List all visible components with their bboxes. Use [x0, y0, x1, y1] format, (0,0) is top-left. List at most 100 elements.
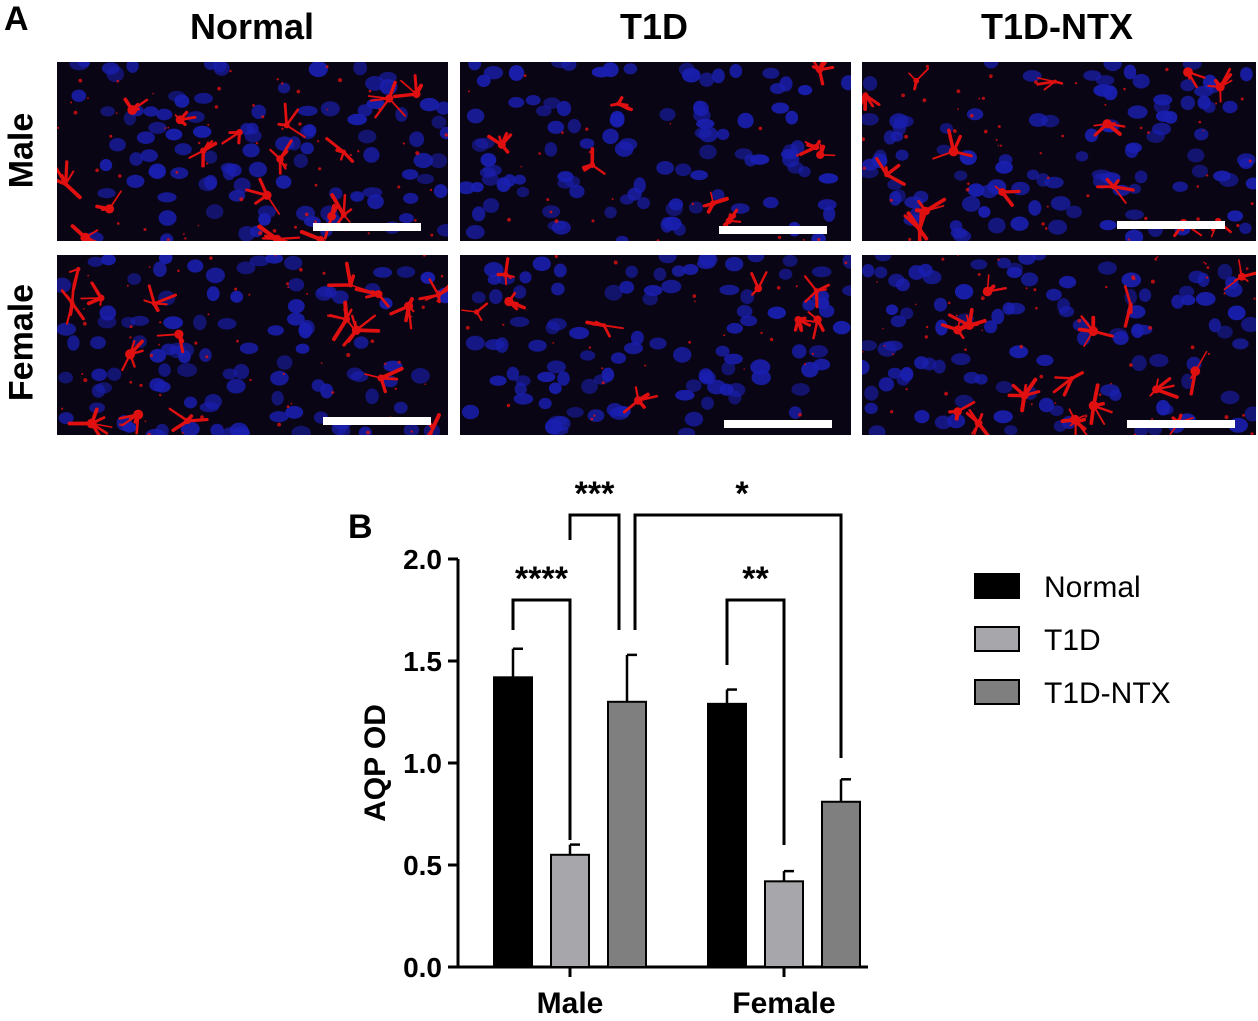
aqp-dot [862, 166, 866, 170]
aqp-stain [461, 302, 489, 322]
nucleus [802, 298, 816, 311]
nucleus [270, 370, 289, 386]
aqp-dot [904, 134, 908, 139]
nucleus [900, 307, 914, 320]
nucleus [832, 320, 851, 335]
aqp-dot [1046, 176, 1050, 180]
aqp-dot [159, 393, 162, 397]
aqp-dot [343, 308, 346, 311]
bar-normal-male [493, 676, 533, 968]
legend-swatch [974, 573, 1020, 599]
aqp-dot [997, 125, 1001, 128]
nucleus [547, 318, 567, 331]
nucleus [537, 371, 556, 383]
nucleus [121, 316, 136, 328]
aqp-dot [1044, 227, 1048, 230]
nucleus [961, 196, 981, 212]
aqp-dot [1025, 287, 1028, 290]
aqp-stain [875, 157, 906, 186]
nucleus [1009, 345, 1029, 359]
aqp-dot [1074, 82, 1078, 85]
aqp-stain [393, 74, 423, 99]
aqp-dot [402, 142, 405, 145]
aqp-stain [793, 316, 815, 332]
nucleus [1036, 354, 1054, 366]
aqp-dot [415, 151, 420, 156]
aqp-stain [269, 139, 293, 175]
nucleus [581, 378, 598, 394]
nucleus [998, 154, 1013, 166]
aqp-dot [343, 344, 345, 347]
aqp-stain [1052, 371, 1084, 397]
nucleus [601, 367, 615, 382]
nucleus [140, 149, 158, 162]
nucleus [275, 175, 292, 189]
nucleus [874, 266, 888, 279]
aqp-dot [941, 257, 945, 261]
nucleus [399, 213, 414, 224]
aqp-dot [116, 79, 120, 83]
aqp-dot [1127, 238, 1131, 241]
nucleus [715, 345, 730, 357]
aqp-dot [585, 127, 589, 131]
x-tick-label: Female [732, 987, 835, 1015]
nucleus [569, 184, 585, 199]
nucleus [604, 284, 623, 301]
aqp-stain [903, 209, 929, 241]
nucleus [1066, 205, 1082, 219]
nucleus [1222, 100, 1238, 114]
aqp-stain [807, 311, 825, 340]
nucleus [287, 312, 305, 326]
aqp-dot [798, 412, 802, 417]
aqp-stain [496, 257, 515, 286]
nucleus [712, 68, 725, 84]
nucleus [727, 383, 746, 397]
nucleus [1075, 151, 1089, 162]
aqp-dot [282, 372, 285, 375]
nucleus [566, 407, 584, 418]
aqp-stain [965, 409, 990, 435]
nucleus [604, 206, 617, 219]
aqp-dot [95, 168, 99, 173]
aqp-dot [286, 282, 289, 286]
aqp-dot [506, 403, 511, 408]
aqp-dot [1223, 292, 1226, 295]
aqp-dot [82, 321, 87, 326]
nucleus [393, 401, 408, 414]
micrograph-male-normal [57, 62, 448, 241]
aqp-dot [999, 144, 1003, 147]
nucleus [658, 255, 677, 264]
nucleus [395, 107, 408, 122]
aqp-dot [908, 237, 912, 241]
nucleus [556, 100, 572, 117]
aqp-stain [156, 329, 185, 354]
nucleus [265, 255, 284, 264]
nucleus [1059, 275, 1077, 289]
nucleus [587, 409, 605, 422]
aqp-dot [1196, 217, 1200, 221]
aqp-dot [1035, 306, 1038, 310]
nucleus [779, 76, 793, 92]
aqp-dot [149, 353, 153, 358]
significance-bracket: ** [725, 560, 786, 845]
aqp-dot [591, 219, 595, 223]
nucleus [963, 371, 980, 384]
aqp-dot [1150, 279, 1155, 284]
significance-bracket: * [633, 475, 843, 758]
aqp-dot [81, 373, 84, 375]
aqp-dot [669, 122, 672, 125]
aqp-dot [876, 281, 878, 283]
aqp-dot [965, 187, 970, 192]
aqp-dot [549, 210, 553, 214]
nucleus [767, 306, 786, 319]
aqp-dot [1240, 97, 1244, 101]
nucleus [465, 225, 485, 240]
aqp-dot [322, 271, 326, 275]
nucleus [543, 97, 561, 109]
nucleus [913, 190, 929, 204]
aqp-dot [338, 78, 343, 83]
nucleus [468, 62, 482, 71]
nucleus [842, 285, 851, 296]
nucleus [409, 131, 425, 147]
aqp-stain [364, 366, 404, 394]
